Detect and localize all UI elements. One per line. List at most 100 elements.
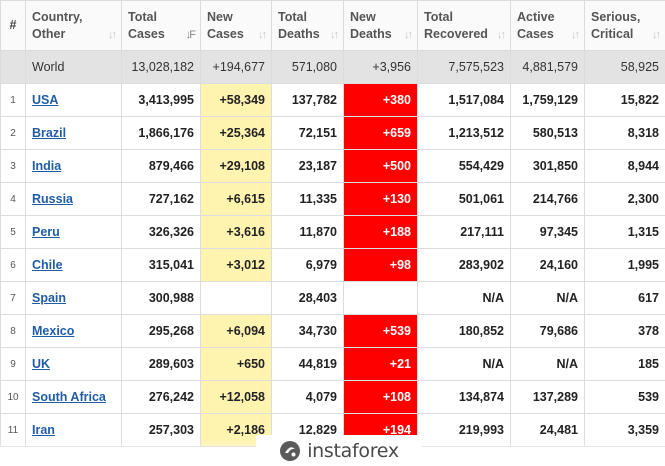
world-row: World 13,028,182 +194,677 571,080 +3,956… (0, 50, 665, 84)
header-total-cases-label: Total Cases (128, 9, 165, 41)
new-cases-cell: +6,094 (200, 314, 272, 348)
table-row: 10 South Africa 276,242 +12,058 4,079 +108 134… (0, 380, 665, 414)
total-cases-cell: 300,988 (121, 281, 201, 315)
header-active-cases-label: Active Cases (517, 9, 555, 41)
table-row: 1 USA 3,413,995 +58,349 137,782 +380 1,517,084… (0, 83, 665, 117)
new-cases-cell: +12,058 (200, 380, 272, 414)
country-cell: Russia (25, 182, 122, 216)
total-cases-cell: 315,041 (121, 248, 201, 282)
header-active-cases[interactable]: Active Cases ↓↑ (510, 0, 585, 51)
new-deaths-cell: +108 (343, 380, 418, 414)
new-deaths-cell: +188 (343, 215, 418, 249)
new-deaths-cell (343, 281, 418, 315)
header-total-deaths[interactable]: Total Deaths ↓↑ (271, 0, 344, 51)
active-cases-cell: 97,345 (510, 215, 585, 249)
instaforex-logo-icon (280, 440, 301, 461)
serious-cell: 8,944 (584, 149, 665, 183)
sort-arrows-icon[interactable]: ↓↑ (330, 29, 339, 41)
table-row: 5 Peru 326,326 +3,616 11,870 +188 217,111 97,34… (0, 215, 665, 249)
country-link[interactable]: Brazil (32, 126, 67, 140)
country-cell: Peru (25, 215, 122, 249)
table-row: 9 UK 289,603 +650 44,819 +21 N/A N/A 185 (0, 347, 665, 381)
sort-arrows-icon[interactable]: ↓↑ (404, 29, 413, 41)
country-link[interactable]: USA (32, 93, 59, 107)
country-link[interactable]: Chile (32, 258, 63, 272)
header-total-cases[interactable]: Total Cases ↓F (121, 0, 201, 51)
table-row: 11 Iran 257,303 +2,186 12,829 +194 219,993 24,4… (0, 413, 665, 447)
serious-cell: 539 (584, 380, 665, 414)
total-deaths-cell: 23,187 (271, 149, 344, 183)
rank-cell: 7 (0, 281, 26, 315)
total-deaths-cell: 34,730 (271, 314, 344, 348)
total-recovered-cell: 180,852 (417, 314, 511, 348)
active-cases-cell: 137,289 (510, 380, 585, 414)
country-link[interactable]: Mexico (32, 324, 75, 338)
country-cell: Brazil (25, 116, 122, 150)
serious-cell: 1,995 (584, 248, 665, 282)
new-cases-cell: +3,012 (200, 248, 272, 282)
country-cell: Mexico (25, 314, 122, 348)
active-cases-cell: 301,850 (510, 149, 585, 183)
new-deaths-cell: +380 (343, 83, 418, 117)
country-link[interactable]: Russia (32, 192, 73, 206)
total-cases-cell: 295,268 (121, 314, 201, 348)
header-new-cases[interactable]: New Cases ↓↑ (200, 0, 272, 51)
sort-arrows-icon[interactable]: ↓↑ (652, 29, 661, 41)
country-link[interactable]: UK (32, 357, 51, 371)
sort-desc-icon[interactable]: ↓F (185, 29, 196, 41)
total-recovered-cell: 283,902 (417, 248, 511, 282)
header-row: # Country, Other ↓↑ Total Cases ↓F New Cas… (0, 0, 665, 51)
total-recovered-cell: 217,111 (417, 215, 511, 249)
header-new-cases-label: New Cases (207, 9, 244, 41)
table-row: 6 Chile 315,041 +3,012 6,979 +98 283,902 24,160… (0, 248, 665, 282)
serious-cell: 2,300 (584, 182, 665, 216)
header-rank[interactable]: # (0, 0, 26, 51)
country-link[interactable]: Iran (32, 423, 55, 437)
new-deaths-cell: +500 (343, 149, 418, 183)
country-link[interactable]: South Africa (32, 390, 106, 404)
world-total-deaths: 571,080 (271, 50, 344, 84)
total-deaths-cell: 6,979 (271, 248, 344, 282)
header-serious-critical-label: Serious, Critical (591, 9, 641, 41)
active-cases-cell: N/A (510, 347, 585, 381)
header-country[interactable]: Country, Other ↓↑ (25, 0, 122, 51)
total-recovered-cell: 1,517,084 (417, 83, 511, 117)
country-cell: UK (25, 347, 122, 381)
total-cases-cell: 879,466 (121, 149, 201, 183)
new-deaths-cell: +130 (343, 182, 418, 216)
total-deaths-cell: 4,079 (271, 380, 344, 414)
rank-cell: 6 (0, 248, 26, 282)
new-cases-cell: +25,364 (200, 116, 272, 150)
covid-stats-table: # Country, Other ↓↑ Total Cases ↓F New Cas… (0, 0, 665, 447)
sort-arrows-icon[interactable]: ↓↑ (571, 29, 580, 41)
active-cases-cell: 580,513 (510, 116, 585, 150)
total-cases-cell: 289,603 (121, 347, 201, 381)
serious-cell: 185 (584, 347, 665, 381)
header-serious-critical[interactable]: Serious, Critical ↓↑ (584, 0, 665, 51)
country-cell: Spain (25, 281, 122, 315)
world-new-cases: +194,677 (200, 50, 272, 84)
table-row: 4 Russia 727,162 +6,615 11,335 +130 501,061 214… (0, 182, 665, 216)
country-link[interactable]: Peru (32, 225, 60, 239)
country-link[interactable]: India (32, 159, 62, 173)
header-total-recovered[interactable]: Total Recovered ↓↑ (417, 0, 511, 51)
new-cases-cell: +29,108 (200, 149, 272, 183)
sort-arrows-icon[interactable]: ↓↑ (497, 29, 506, 41)
rank-cell: 2 (0, 116, 26, 150)
total-deaths-cell: 11,335 (271, 182, 344, 216)
new-deaths-cell: +539 (343, 314, 418, 348)
new-deaths-cell: +21 (343, 347, 418, 381)
country-cell: USA (25, 83, 122, 117)
total-deaths-cell: 11,870 (271, 215, 344, 249)
sort-arrows-icon[interactable]: ↓↑ (258, 29, 267, 41)
header-new-deaths[interactable]: New Deaths ↓↑ (343, 0, 418, 51)
new-deaths-cell: +659 (343, 116, 418, 150)
rank-cell: 3 (0, 149, 26, 183)
active-cases-cell: 214,766 (510, 182, 585, 216)
country-link[interactable]: Spain (32, 291, 67, 305)
serious-cell: 8,318 (584, 116, 665, 150)
total-cases-cell: 1,866,176 (121, 116, 201, 150)
rank-cell: 8 (0, 314, 26, 348)
header-total-deaths-label: Total Deaths (278, 9, 320, 41)
sort-arrows-icon[interactable]: ↓↑ (108, 29, 117, 41)
